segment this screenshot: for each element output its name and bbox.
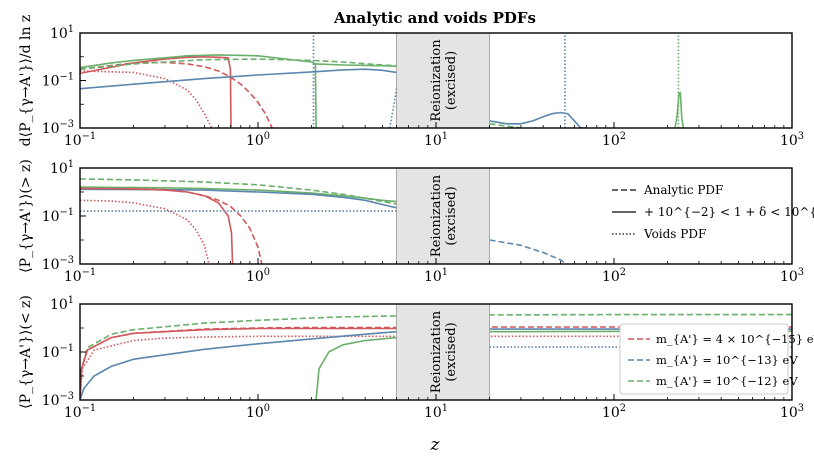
style-legend-label: + 10^{−2} < 1 + δ < 10^{2}	[644, 205, 814, 219]
series-line	[80, 188, 397, 209]
y-axis-label: d⟨P_{γ→A'}⟩/d ln z	[18, 15, 34, 147]
series-line	[80, 178, 397, 205]
x-tick-label: 103	[780, 403, 804, 421]
x-axis-label: z	[430, 435, 441, 455]
x-tick-label: 103	[780, 131, 804, 149]
excised-band	[396, 303, 490, 401]
series-line	[80, 70, 213, 128]
panel-middle: Reionization (excised) 10−1 100 101 102 103 10−…	[18, 159, 804, 285]
series-line	[80, 327, 397, 400]
legend-label: m_{A'} = 4 × 10^{−15} eV	[656, 332, 814, 346]
x-tick-label: 102	[602, 403, 626, 421]
x-tick-label: 102	[602, 267, 626, 285]
series-group	[80, 33, 685, 128]
x-tick-label: 10−1	[64, 131, 96, 149]
excised-label: Reionization (excised)	[429, 174, 459, 257]
series-line	[80, 68, 397, 90]
y-tick-label: 101	[50, 159, 74, 177]
excised-label: Reionization (excised)	[429, 39, 459, 122]
x-tick-label: 10−1	[64, 267, 96, 285]
excised-label-line2: (excised)	[444, 51, 459, 110]
series-line	[80, 199, 210, 264]
y-tick-label: 101	[50, 24, 74, 42]
series-line	[80, 54, 317, 128]
excised-label-line2: (excised)	[444, 322, 459, 381]
x-tick-label: 10−1	[64, 403, 96, 421]
excised-label-line1: Reionization	[429, 310, 444, 393]
series-line	[489, 111, 587, 128]
excised-label-line2: (excised)	[444, 186, 459, 245]
panel-top: Reionization (excised) 10−1 100 101 102 103 10−…	[18, 15, 804, 149]
series-line	[80, 186, 397, 203]
series-line	[80, 61, 273, 128]
y-tick-label: 10−3	[42, 119, 74, 137]
legend-box	[619, 323, 789, 395]
x-tick-label: 100	[246, 403, 270, 421]
series-line	[80, 55, 232, 128]
panel-bottom: Reionization (excised) 10−1 100 101 102 103 10−…	[18, 295, 814, 421]
x-tick-label: 101	[424, 403, 448, 421]
excised-label-line1: Reionization	[429, 39, 444, 122]
series-line	[80, 187, 234, 264]
y-tick-label: 10−3	[42, 255, 74, 273]
excised-label: Reionization (excised)	[429, 310, 459, 393]
panels: Reionization (excised)10−1 100 101 102 10310−…	[18, 15, 814, 421]
series-group	[80, 178, 567, 264]
x-tick-label: 102	[602, 131, 626, 149]
excised-band	[396, 167, 490, 265]
series-line	[389, 87, 398, 128]
x-tick-label: 101	[424, 131, 448, 149]
series-line	[316, 63, 397, 67]
series-line	[80, 187, 263, 264]
legend-label: m_{A'} = 10^{−13} eV	[656, 353, 798, 367]
y-tick-label: 10−3	[42, 391, 74, 409]
y-axis-label: ⟨P_{γ→A'}⟩(< z)	[18, 295, 34, 409]
x-tick-label: 101	[424, 267, 448, 285]
legend-label: m_{A'} = 10^{−12} eV	[656, 374, 798, 388]
excised-band	[396, 32, 490, 129]
series-line	[80, 58, 397, 70]
series-line	[674, 92, 685, 128]
y-tick-label: 101	[50, 295, 74, 313]
y-axis-label: ⟨P_{γ→A'}⟩(> z)	[18, 159, 34, 273]
series-line	[489, 239, 567, 264]
x-tick-label: 103	[780, 267, 804, 285]
chart-title: Analytic and voids PDFs	[333, 9, 536, 27]
x-tick-label: 100	[246, 267, 270, 285]
excised-label-line1: Reionization	[429, 174, 444, 257]
y-tick-label: 10−1	[42, 343, 74, 361]
y-tick-label: 10−1	[42, 72, 74, 90]
style-legend-label: Analytic PDF	[643, 183, 723, 197]
series-line	[489, 123, 522, 128]
x-tick-label: 100	[246, 131, 270, 149]
style-legend-label: Voids PDF	[643, 227, 706, 241]
y-tick-label: 10−1	[42, 207, 74, 225]
